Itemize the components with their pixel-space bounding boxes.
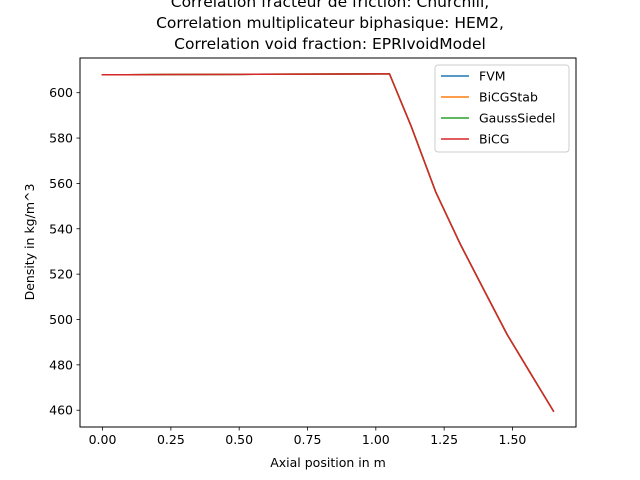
x-tick-label: 0.50 xyxy=(225,432,253,447)
x-axis-label: Axial position in m xyxy=(270,455,386,470)
x-tick-label: 1.50 xyxy=(499,432,527,447)
y-tick-label: 560 xyxy=(49,176,73,191)
legend: FVM BiCGStab GaussSiedel BiCG xyxy=(434,64,570,153)
legend-label-fvm: FVM xyxy=(479,69,506,84)
x-tick-label: 0.00 xyxy=(89,432,117,447)
x-axis: 0.00 0.25 0.50 0.75 1.00 1.25 1.50 xyxy=(89,427,527,447)
chart-title: Correlation fracteur de friction: Church… xyxy=(156,0,504,53)
y-tick-label: 540 xyxy=(49,221,73,236)
y-tick-label: 520 xyxy=(49,267,73,282)
legend-box xyxy=(434,64,570,153)
x-tick-label: 1.25 xyxy=(430,432,458,447)
y-axis-label: Density in kg/m^3 xyxy=(22,184,37,301)
legend-label-gausssiedel: GaussSiedel xyxy=(479,111,556,126)
y-tick-label: 600 xyxy=(49,85,73,100)
title-line-2: Correlation multiplicateur biphasique: H… xyxy=(156,14,504,32)
x-tick-label: 0.75 xyxy=(294,432,322,447)
y-tick-label: 460 xyxy=(49,403,73,418)
y-tick-label: 500 xyxy=(49,312,73,327)
legend-label-bicg: BiCG xyxy=(479,132,509,147)
x-tick-label: 0.25 xyxy=(157,432,185,447)
series-lines xyxy=(101,73,555,413)
series-line-bicg xyxy=(101,73,555,413)
x-tick-label: 1.00 xyxy=(362,432,390,447)
plot-frame xyxy=(79,57,577,428)
y-tick-label: 580 xyxy=(49,131,73,146)
y-tick-label: 480 xyxy=(49,357,73,372)
y-axis: 460 480 500 520 540 560 580 600 xyxy=(49,85,80,418)
legend-label-bicgstab: BiCGStab xyxy=(479,90,538,105)
title-line-1: Correlation fracteur de friction: Church… xyxy=(171,0,489,11)
title-line-3: Correlation void fraction: EPRIvoidModel xyxy=(174,35,486,53)
